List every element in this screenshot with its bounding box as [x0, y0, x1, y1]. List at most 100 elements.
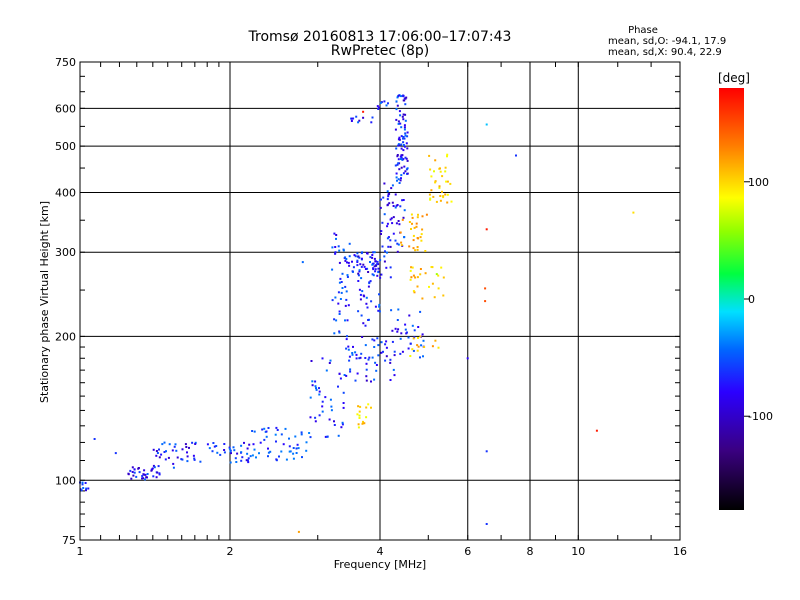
data-point	[400, 143, 403, 146]
data-point	[402, 99, 405, 102]
data-point	[340, 291, 343, 294]
data-point	[383, 213, 386, 216]
data-point	[344, 285, 347, 288]
data-point	[364, 344, 367, 347]
data-point	[342, 402, 345, 404]
data-point	[259, 441, 262, 444]
data-point	[357, 405, 360, 408]
data-point	[442, 294, 445, 297]
data-point	[412, 274, 415, 277]
data-point	[160, 453, 163, 456]
data-point	[192, 454, 195, 457]
data-point	[403, 236, 406, 238]
data-point	[359, 298, 362, 301]
data-point	[232, 446, 235, 449]
data-point	[412, 337, 415, 340]
data-point	[355, 353, 358, 356]
data-point	[434, 180, 437, 183]
data-point	[338, 372, 341, 375]
data-point	[394, 164, 397, 167]
data-point	[351, 260, 353, 263]
data-point	[349, 368, 352, 371]
data-point	[345, 298, 348, 301]
data-point	[400, 332, 403, 335]
data-point	[515, 154, 517, 157]
data-point	[433, 296, 436, 299]
data-point	[384, 343, 387, 346]
data-point	[379, 259, 382, 262]
data-point	[429, 168, 432, 171]
data-point	[155, 454, 158, 457]
data-point	[377, 108, 380, 110]
data-point	[324, 396, 327, 399]
data-point	[155, 450, 158, 452]
data-point	[398, 136, 401, 139]
data-point	[396, 155, 399, 158]
data-point	[412, 349, 415, 352]
data-point	[466, 357, 469, 360]
data-point	[407, 336, 410, 339]
data-point	[131, 466, 134, 469]
data-point	[357, 423, 360, 426]
data-point	[358, 119, 361, 122]
data-point	[352, 345, 354, 348]
data-point	[249, 455, 252, 458]
data-point	[321, 405, 324, 408]
data-point	[315, 388, 318, 391]
data-point	[368, 356, 371, 359]
data-point	[435, 273, 438, 276]
y-tick-label: 100	[55, 474, 76, 487]
data-point	[377, 309, 380, 312]
data-point	[444, 193, 447, 196]
data-point	[368, 281, 371, 284]
data-point	[397, 162, 400, 165]
stats-heading: Phase	[628, 25, 658, 36]
data-point	[359, 293, 362, 296]
data-point	[437, 346, 440, 349]
data-point	[137, 467, 140, 470]
data-point	[439, 167, 441, 170]
data-point	[429, 197, 432, 200]
data-point	[246, 447, 249, 450]
data-point	[345, 338, 348, 341]
data-point	[333, 332, 336, 335]
data-point	[152, 475, 155, 478]
data-point	[429, 198, 432, 201]
data-point	[167, 456, 170, 459]
data-point	[401, 158, 404, 161]
colorbar-tick-label: 0	[748, 293, 755, 306]
data-point	[365, 379, 368, 382]
data-point	[445, 180, 448, 183]
plot-frame	[79, 61, 681, 541]
data-point	[396, 179, 398, 182]
data-point	[417, 237, 420, 240]
data-point	[403, 209, 406, 212]
data-point	[360, 352, 363, 355]
data-point	[356, 372, 359, 375]
data-point	[341, 272, 344, 275]
data-point	[359, 263, 362, 266]
data-point	[351, 353, 354, 356]
data-point	[335, 234, 338, 236]
data-point	[411, 324, 414, 327]
data-point	[334, 252, 337, 255]
data-point	[350, 120, 353, 122]
data-point	[402, 199, 405, 201]
data-point	[338, 313, 341, 315]
data-point	[391, 184, 394, 187]
data-point	[338, 310, 341, 313]
data-point	[248, 443, 251, 446]
data-point	[215, 445, 218, 447]
data-point	[434, 159, 437, 162]
data-point	[419, 356, 421, 359]
data-point	[406, 172, 409, 175]
data-point	[374, 361, 377, 364]
data-point	[339, 298, 342, 300]
data-point	[338, 330, 341, 333]
data-point	[435, 200, 438, 203]
data-point	[234, 457, 237, 460]
data-point	[380, 230, 383, 233]
data-point	[402, 172, 405, 175]
data-point	[400, 154, 403, 157]
data-point	[404, 134, 407, 137]
